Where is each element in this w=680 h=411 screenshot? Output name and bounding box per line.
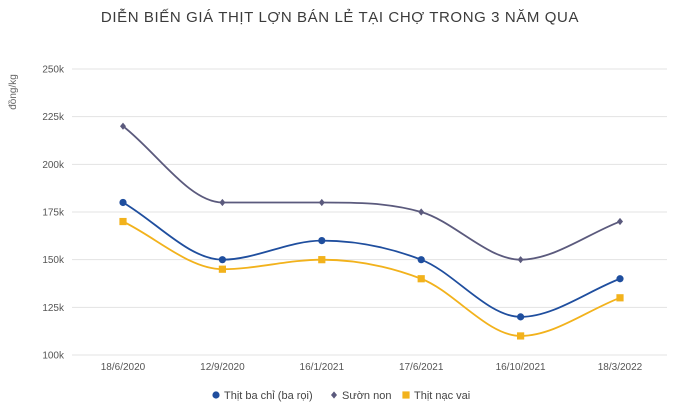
data-point [120, 122, 126, 130]
data-point [318, 256, 326, 264]
x-tick-label: 18/3/2022 [598, 362, 643, 373]
data-point [616, 294, 624, 302]
chart-title: DIỄN BIẾN GIÁ THỊT LỢN BÁN LẺ TẠI CHỢ TR… [101, 9, 579, 26]
data-point [218, 265, 226, 273]
data-point [318, 198, 325, 207]
data-point [417, 256, 425, 264]
series-lines [119, 122, 624, 340]
y-tick-label: 125k [42, 303, 65, 314]
x-tick-label: 17/6/2021 [399, 362, 444, 373]
data-point [417, 275, 425, 283]
data-point [218, 256, 226, 264]
data-point [617, 217, 623, 226]
x-tick-label: 16/1/2021 [300, 362, 345, 373]
series-line [122, 201, 621, 318]
data-point [119, 198, 127, 207]
legend-label: Thịt nạc vai [414, 390, 470, 402]
legend-label: Sườn non [342, 390, 391, 402]
gridlines [72, 68, 667, 356]
x-tick-labels: 18/6/2020 12/9/2020 16/1/2021 17/6/2021 16/1… [101, 362, 643, 373]
y-tick-label: 100k [42, 351, 65, 362]
x-tick-label: 16/10/2021 [496, 362, 546, 373]
y-tick-label: 225k [42, 112, 65, 123]
legend-marker [331, 391, 337, 399]
y-tick-label: 150k [42, 255, 65, 266]
x-tick-label: 12/9/2020 [200, 362, 245, 373]
legend: Thịt ba chỉ (ba rọi) Sườn non Thịt nạc vai [212, 390, 470, 402]
y-tick-label: 250k [42, 65, 65, 76]
legend-marker [402, 391, 410, 399]
series-line [122, 125, 621, 261]
data-point [517, 256, 524, 264]
data-point [517, 332, 525, 340]
y-tick-labels: 100k 125k 150k 175k 200k 225k 250k [42, 65, 65, 362]
legend-label: Thịt ba chỉ (ba rọi) [224, 390, 313, 402]
data-point [318, 237, 326, 245]
data-point [119, 217, 127, 226]
legend-marker [212, 391, 220, 399]
data-point [616, 275, 624, 283]
x-tick-label: 18/6/2020 [101, 362, 146, 373]
y-tick-label: 200k [42, 160, 65, 171]
data-point [517, 313, 525, 321]
series-line [122, 220, 621, 337]
data-point [219, 198, 226, 207]
y-axis-label: đồng/kg [7, 74, 19, 110]
y-tick-label: 175k [42, 208, 65, 219]
data-point [418, 208, 425, 216]
